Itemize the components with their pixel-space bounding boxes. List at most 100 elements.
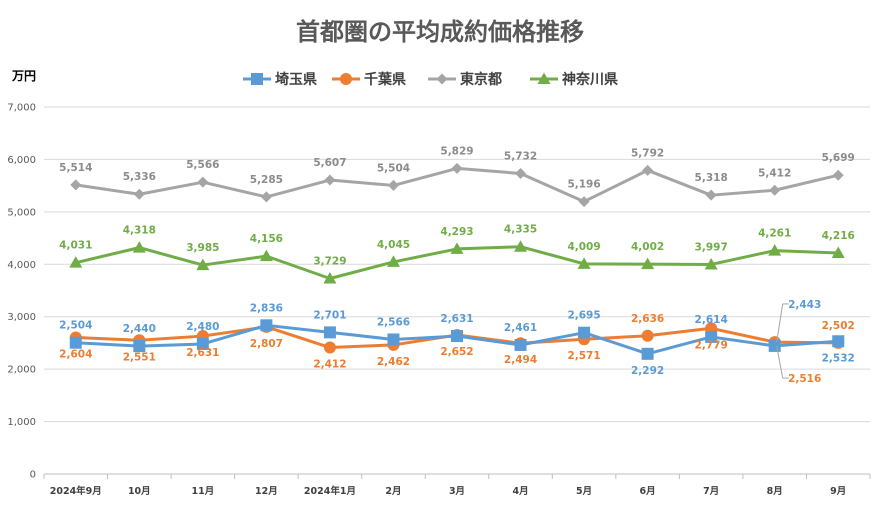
- x-tick-label: 12月: [255, 486, 278, 497]
- data-point: [197, 176, 209, 188]
- data-label: 2,504: [59, 320, 92, 332]
- data-label: 2,551: [123, 351, 156, 363]
- data-label: 4,002: [631, 241, 664, 253]
- data-point: [69, 336, 82, 349]
- data-point: [69, 256, 83, 268]
- data-label: 2,412: [313, 359, 346, 371]
- data-point: [324, 174, 336, 186]
- x-tick-label: 7月: [703, 486, 719, 497]
- data-label: 2,566: [377, 316, 410, 328]
- data-point: [451, 330, 463, 343]
- data-label: 3,729: [313, 255, 346, 267]
- x-tick-label: 5月: [576, 486, 592, 497]
- legend: 埼玉県 千葉県 東京都 神奈川県: [243, 71, 618, 88]
- data-point: [450, 242, 464, 254]
- data-point: [705, 189, 717, 201]
- data-label: 3,997: [695, 241, 728, 253]
- data-label: 2,636: [631, 313, 664, 325]
- data-point: [641, 347, 654, 360]
- data-point: [259, 249, 273, 262]
- data-point: [196, 258, 210, 271]
- y-tick-label: 0: [30, 470, 36, 481]
- legend-label: 東京都: [460, 71, 502, 88]
- data-point: [832, 335, 845, 348]
- data-label: 2,652: [440, 346, 473, 358]
- data-label: 5,412: [758, 167, 791, 179]
- legend-label: 埼玉県: [275, 71, 317, 88]
- x-tick-label: 11月: [191, 486, 214, 497]
- legend-marker: [340, 73, 352, 85]
- x-tick-label: 10月: [128, 486, 151, 497]
- data-point: [196, 337, 209, 350]
- data-label: 5,566: [186, 159, 219, 171]
- data-point: [577, 257, 591, 269]
- data-point: [451, 162, 463, 174]
- data-label: 2,631: [440, 313, 473, 325]
- data-point: [704, 257, 718, 270]
- data-label: 5,699: [822, 152, 855, 164]
- data-label: 2,836: [250, 302, 283, 314]
- x-axis: 2024年9月 10月 11月 12月 2024年1月 2月 3月 4月 5月 6月 7月 8月 9月: [43, 474, 871, 497]
- data-label: 4,318: [123, 225, 156, 237]
- data-point: [769, 184, 781, 196]
- data-point: [132, 241, 146, 253]
- data-label: 2,604: [59, 348, 92, 360]
- data-label: 4,156: [250, 233, 283, 245]
- data-point: [578, 326, 591, 339]
- data-point: [514, 338, 527, 351]
- y-axis-unit-label: 万円: [11, 69, 36, 83]
- data-point: [386, 255, 400, 267]
- y-tick-label: 6,000: [7, 155, 36, 166]
- data-label: 2,502: [822, 320, 855, 332]
- data-point: [578, 196, 590, 208]
- legend-label: 神奈川県: [562, 71, 618, 88]
- x-tick-label: 2024年9月: [50, 485, 102, 497]
- data-point: [642, 164, 654, 176]
- data-label: 4,031: [59, 240, 92, 252]
- data-label: 5,196: [567, 179, 600, 191]
- data-label: 2,532: [822, 352, 855, 364]
- x-tick-label: 3月: [449, 486, 465, 497]
- data-point: [387, 179, 399, 191]
- data-label: 4,009: [567, 241, 600, 253]
- data-label: 5,336: [123, 171, 156, 183]
- data-labels: 2,504 2,440 2,480 2,836 2,701 2,566 2,631 2,461…: [59, 145, 855, 385]
- data-label: 5,514: [59, 162, 92, 174]
- data-label: 2,571: [567, 350, 600, 362]
- data-point: [323, 341, 336, 354]
- data-point: [832, 169, 844, 181]
- data-label: 2,779: [695, 339, 728, 351]
- x-tick-label: 2024年1月: [304, 485, 356, 497]
- data-label: 4,293: [440, 226, 473, 238]
- data-label: 2,516: [788, 373, 821, 385]
- data-label: 5,504: [377, 162, 410, 174]
- data-label: 5,792: [631, 147, 664, 159]
- y-tick-label: 5,000: [7, 207, 36, 218]
- y-tick-label: 4,000: [7, 260, 36, 271]
- data-label: 2,807: [250, 338, 283, 350]
- y-tick-label: 3,000: [7, 312, 36, 323]
- data-label: 2,462: [377, 356, 410, 368]
- legend-marker: [436, 73, 448, 85]
- data-point: [260, 319, 273, 332]
- data-point: [831, 246, 845, 258]
- y-tick-label: 2,000: [7, 365, 36, 376]
- data-label: 2,461: [504, 322, 537, 334]
- data-point: [641, 329, 654, 342]
- data-label: 4,335: [504, 224, 537, 236]
- data-label: 2,631: [186, 347, 219, 359]
- data-point: [323, 271, 337, 284]
- data-label: 4,261: [758, 228, 791, 240]
- data-label: 3,985: [186, 242, 219, 254]
- data-point: [514, 240, 528, 252]
- data-point: [515, 167, 527, 179]
- leader-line: [776, 345, 784, 379]
- data-label: 2,695: [567, 310, 600, 322]
- data-point: [133, 340, 146, 353]
- data-point: [768, 339, 781, 352]
- data-label: 2,701: [313, 309, 346, 321]
- data-point: [133, 188, 145, 200]
- x-tick-label: 6月: [640, 486, 656, 497]
